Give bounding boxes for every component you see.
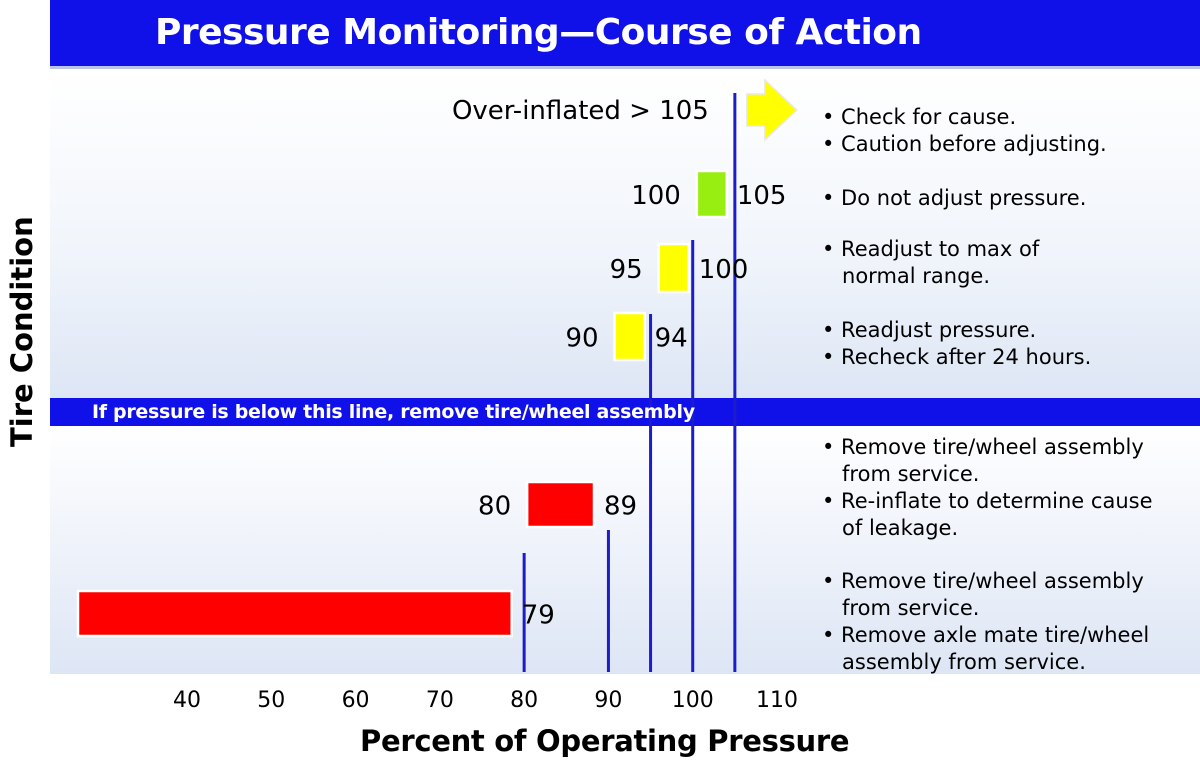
action-line: • Remove tire/wheel assembly xyxy=(822,435,1144,459)
range-bar-5 xyxy=(76,589,513,638)
action-line: • Readjust pressure. xyxy=(822,318,1037,342)
low-label-2: 95 xyxy=(610,255,643,285)
title-bar xyxy=(50,0,1200,66)
action-block-1: • Do not adjust pressure. xyxy=(822,185,1086,212)
high-label-5: 79 xyxy=(522,601,555,631)
high-label-2: 100 xyxy=(699,255,749,285)
action-line: • Recheck after 24 hours. xyxy=(822,345,1092,369)
chart-title: Pressure Monitoring—Course of Action xyxy=(155,12,922,53)
action-block-3: • Readjust pressure. • Recheck after 24 h… xyxy=(822,317,1091,371)
action-line: of leakage. xyxy=(822,516,959,540)
action-line: from service. xyxy=(822,462,980,486)
over-inflated-arrow xyxy=(746,78,798,142)
removal-divider-bar xyxy=(50,398,1200,426)
x-tick-60: 60 xyxy=(342,688,370,713)
range-bar-4 xyxy=(525,480,596,529)
x-tick-40: 40 xyxy=(173,688,201,713)
action-line: assembly from service. xyxy=(822,650,1086,674)
action-line: • Remove axle mate tire/wheel xyxy=(822,623,1150,647)
x-tick-90: 90 xyxy=(594,688,622,713)
action-block-5: • Remove tire/wheel assembly from servic… xyxy=(822,568,1149,676)
action-line: • Do not adjust pressure. xyxy=(822,186,1087,210)
action-line: • Re-inflate to determine cause xyxy=(822,489,1153,513)
over-inflated-label: Over-inflated > 105 xyxy=(452,96,709,126)
range-bar-2 xyxy=(657,242,690,294)
high-label-4: 89 xyxy=(604,492,637,522)
x-tick-80: 80 xyxy=(510,688,538,713)
x-tick-110: 110 xyxy=(756,688,798,713)
x-tick-50: 50 xyxy=(257,688,285,713)
x-tick-100: 100 xyxy=(672,688,714,713)
high-label-3: 94 xyxy=(655,324,688,354)
low-label-1: 100 xyxy=(631,181,681,211)
action-block-4: • Remove tire/wheel assembly from servic… xyxy=(822,434,1152,542)
range-bar-3 xyxy=(613,311,646,362)
action-line: from service. xyxy=(822,596,980,620)
removal-divider-text: If pressure is below this line, remove t… xyxy=(92,401,695,423)
x-tick-70: 70 xyxy=(426,688,454,713)
y-axis-label: Tire Condition xyxy=(5,216,39,447)
range-bar-1 xyxy=(695,169,729,219)
action-line: • Check for cause. xyxy=(822,105,1017,129)
action-line: normal range. xyxy=(822,264,991,288)
high-label-1: 105 xyxy=(737,181,787,211)
action-line: • Readjust to max of xyxy=(822,237,1040,261)
low-label-4: 80 xyxy=(478,492,511,522)
action-block-2: • Readjust to max of normal range. xyxy=(822,236,1039,290)
action-block-0: • Check for cause. • Caution before adjus… xyxy=(822,104,1107,158)
low-label-3: 90 xyxy=(565,324,598,354)
x-axis-label: Percent of Operating Pressure xyxy=(360,724,850,758)
action-line: • Caution before adjusting. xyxy=(822,132,1107,156)
action-line: • Remove tire/wheel assembly xyxy=(822,569,1144,593)
